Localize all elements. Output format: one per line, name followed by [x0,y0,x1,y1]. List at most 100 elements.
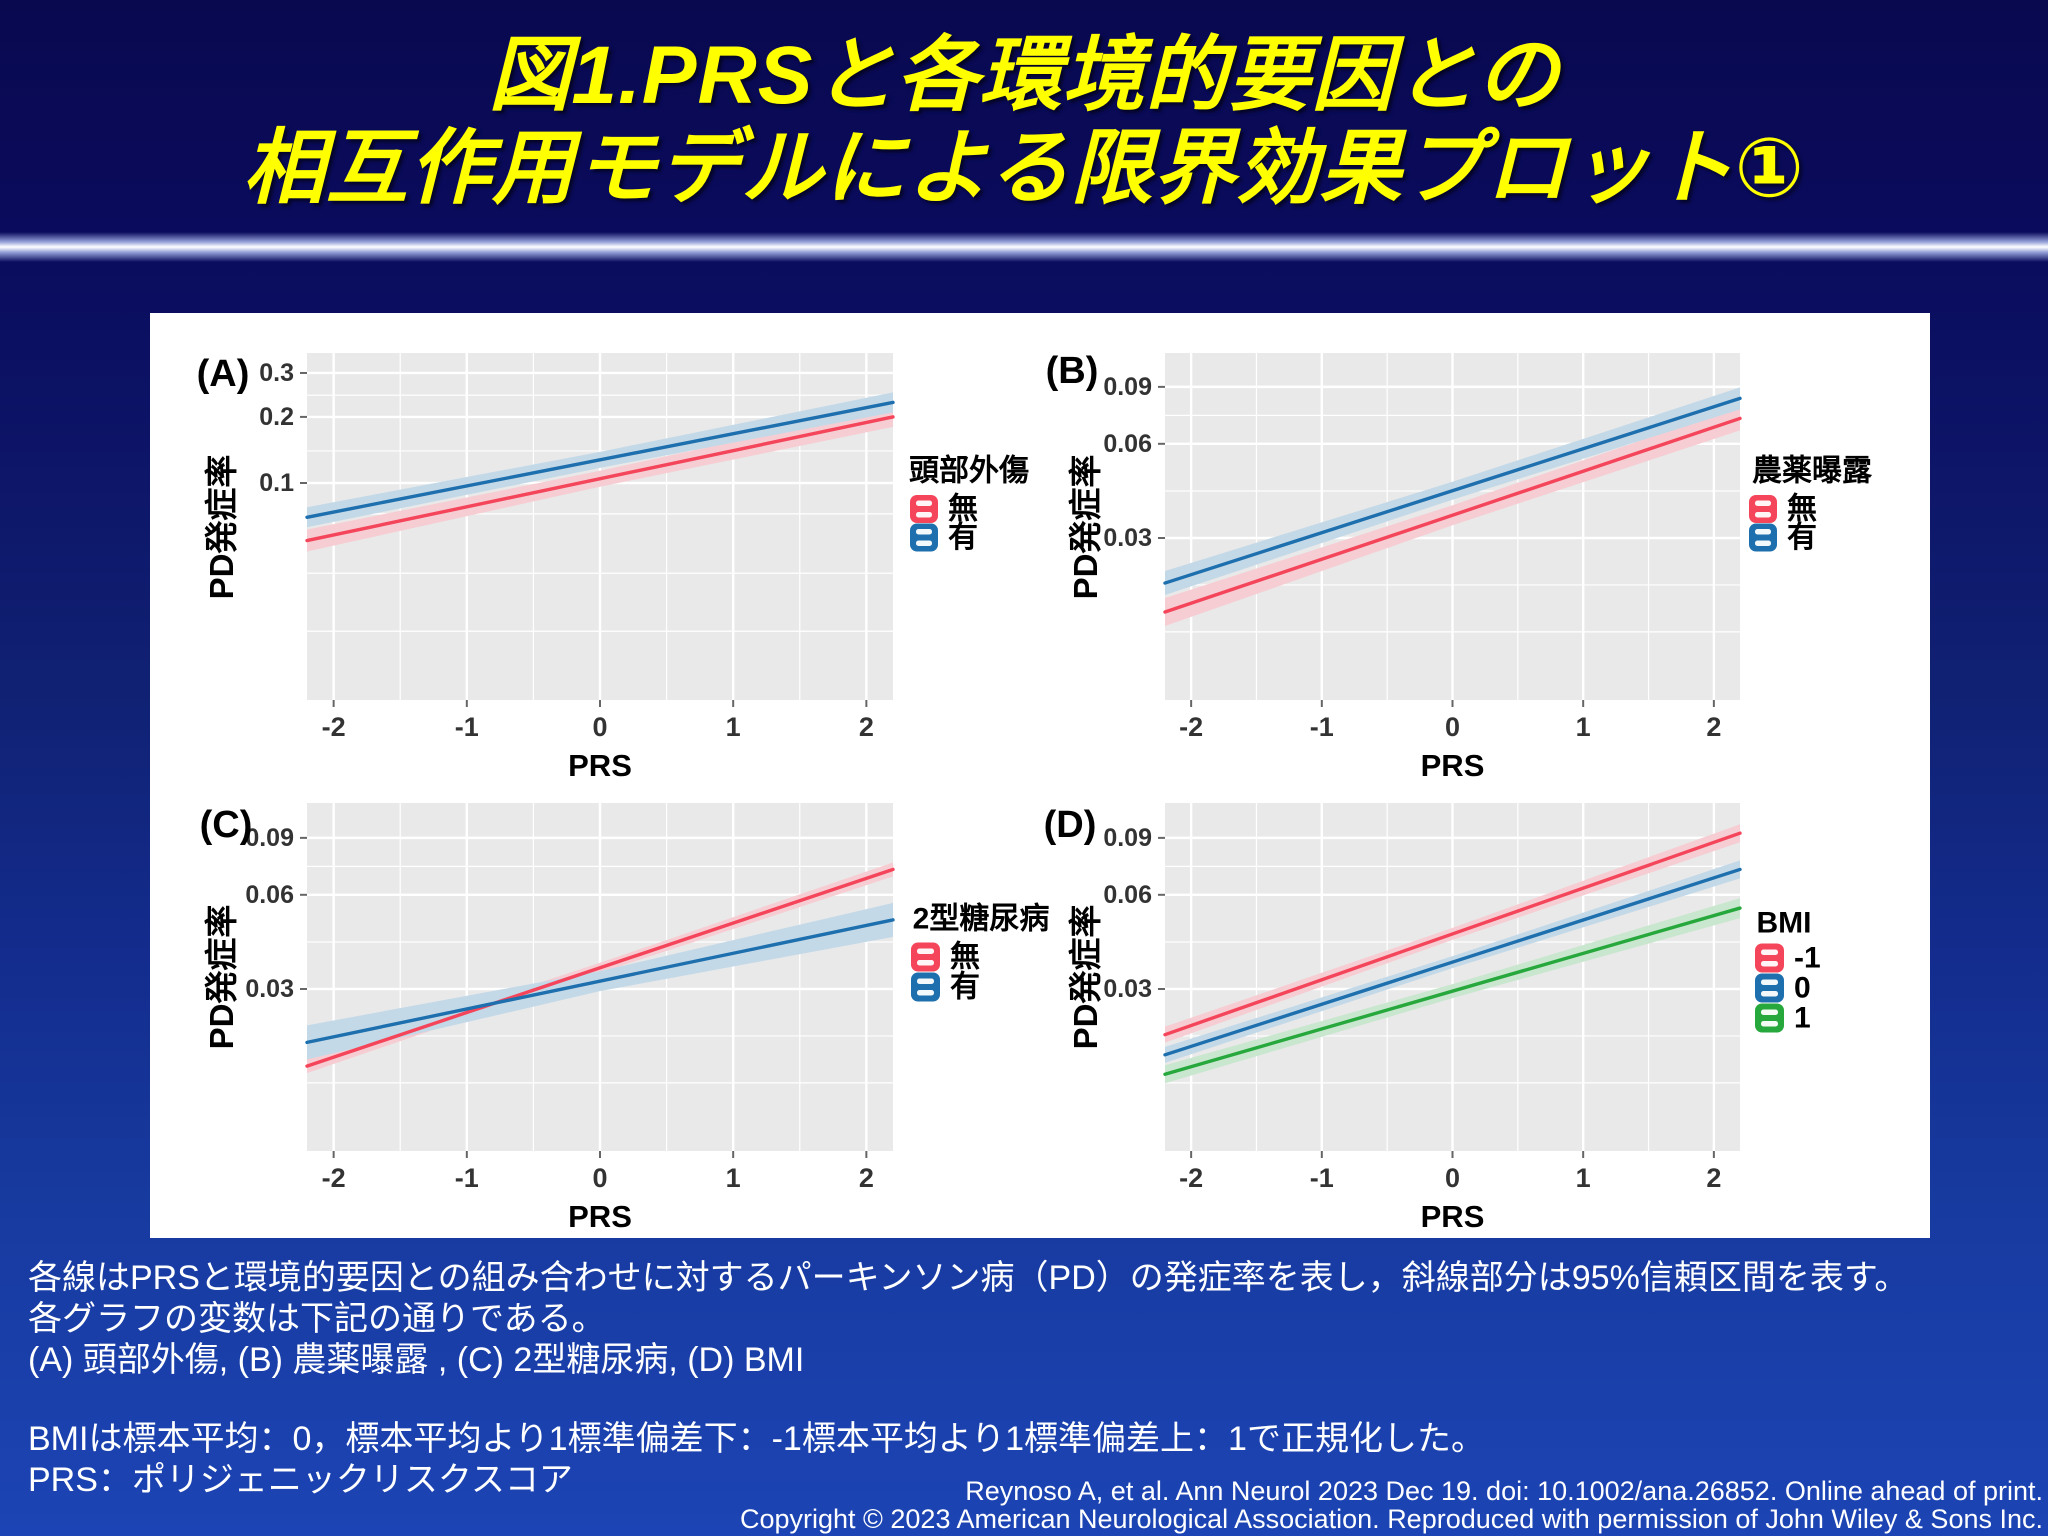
y-axis-title: PD発症率 [203,455,240,600]
series-line-0 [1163,867,1742,1057]
x-axis-title: PRS [568,748,632,783]
x-tick-label: 1 [726,1163,741,1193]
series-line-有 [1163,396,1742,585]
legend-label: 無 [948,493,978,526]
y-tick-label: 0.03 [1103,524,1152,552]
legend-label: 有 [948,521,978,554]
legend-title: 農薬曝露 [1752,455,1873,488]
x-tick-label: -2 [1179,1163,1203,1193]
x-tick-label: 1 [726,712,741,742]
legend-key-bar [916,529,932,535]
legend-key-bar [1755,529,1771,535]
legend-key-icon [910,523,938,552]
y-tick-label: 0.3 [259,359,294,387]
legend-key-bar [1755,500,1771,506]
y-axis-title: PD発症率 [203,905,240,1050]
legend-title: 2型糖尿病 [913,903,1050,936]
legend-key-icon [911,942,940,972]
legend-key-icon [911,972,940,1002]
figure-caption: 各線はPRSと環境的要因との組み合わせに対するパーキンソン病（PD）の発症率を表… [28,1258,1908,1501]
caption-line: 各線はPRSと環境的要因との組み合わせに対するパーキンソン病（PD）の発症率を表… [28,1259,1909,1297]
legend-label: -1 [1794,942,1821,975]
caption-line: 各グラフの変数は下記の通りである。 [28,1300,606,1338]
legend-key-icon [1749,495,1777,523]
series-line--1 [1163,831,1742,1037]
x-tick-label: 0 [592,1163,607,1193]
citation-line1: Reynoso A, et al. Ann Neurol 2023 Dec 19… [965,1476,2043,1506]
legend-title: 頭部外傷 [909,454,1029,488]
legend-key-bar [1761,1009,1778,1015]
citation: Reynoso A, et al. Ann Neurol 2023 Dec 19… [740,1477,2043,1533]
legend-key-icon [910,495,938,523]
y-axis-title: PD発症率 [1067,905,1104,1050]
legend-label: 有 [950,971,980,1004]
slide-title-line2: 相互作用モデルによる限界効果プロット① [243,122,1805,214]
legend-key-bar [1761,991,1778,997]
glow-divider [0,232,2048,262]
y-tick-label: 0.2 [259,403,294,431]
panel-label-C: (C) [200,804,253,846]
x-tick-label: -2 [322,712,346,742]
caption-line: (A) 頭部外傷, (B) 農薬曝露 , (C) 2型糖尿病, (D) BMI [28,1341,805,1379]
series-line-有 [305,400,895,519]
x-tick-label: 2 [1706,712,1721,742]
x-tick-label: -2 [1179,712,1203,742]
legend-title: BMI [1757,907,1812,940]
panel-label-B: (B) [1046,350,1099,392]
legend-key-bar [1761,949,1778,955]
x-tick-label: 1 [1576,1163,1591,1193]
x-axis-title: PRS [1421,748,1485,783]
x-axis-title: PRS [568,1199,632,1234]
legend-label: 有 [1787,521,1817,554]
series-line-1 [1163,906,1742,1076]
legend-label: 無 [950,941,980,974]
series-line-無 [1163,416,1742,614]
y-axis-title: PD発症率 [1067,455,1104,600]
series-line-無 [305,415,895,543]
x-tick-label: 2 [859,712,874,742]
y-tick-label: 0.03 [245,975,294,1003]
x-tick-label: -1 [455,712,479,742]
legend-key-bar [917,960,934,966]
x-tick-label: 2 [1706,1163,1721,1193]
x-tick-label: -1 [1310,1163,1334,1193]
x-tick-label: -1 [455,1163,479,1193]
legend-key-bar [1761,961,1778,967]
x-tick-label: 1 [1576,712,1591,742]
legend-label: 1 [1794,1002,1811,1035]
legend-label: 0 [1794,972,1811,1005]
legend-key-bar [1761,1021,1778,1027]
legend-key-bar [917,990,934,996]
caption-line: BMIは標本平均：0，標本平均より1標準偏差下：-1標本平均より1標準偏差上：1… [28,1420,1485,1458]
legend-key-bar [916,500,932,506]
y-tick-label: 0.09 [1103,373,1152,401]
y-tick-label: 0.06 [1103,881,1152,909]
panel-label-D: (D) [1044,804,1097,846]
x-tick-label: 0 [1445,712,1460,742]
legend-key-bar [1755,540,1771,546]
legend-key-bar [916,512,932,518]
y-tick-label: 0.09 [1103,824,1152,852]
legend-label: 無 [1787,493,1817,526]
caption-line: PRS：ポリジェニックリスクスコア [28,1461,573,1499]
y-tick-label: 0.06 [245,881,294,909]
series-line-無 [305,867,895,1068]
y-tick-label: 0.03 [1103,975,1152,1003]
legend-key-bar [917,978,934,984]
legend-key-bar [1755,512,1771,518]
x-axis-title: PRS [1421,1199,1485,1234]
x-tick-label: 2 [859,1163,874,1193]
slide-title: 図1.PRSと各環境的要因との 相互作用モデルによる限界効果プロット① [0,30,2048,215]
legend-key-bar [916,540,932,546]
x-tick-label: -1 [1310,712,1334,742]
y-tick-label: 0.1 [259,469,294,497]
legend-key-bar [917,948,934,954]
caption-spacer [28,1381,1908,1419]
y-tick-label: 0.06 [1103,430,1152,458]
legend-key-icon [1755,1003,1784,1033]
